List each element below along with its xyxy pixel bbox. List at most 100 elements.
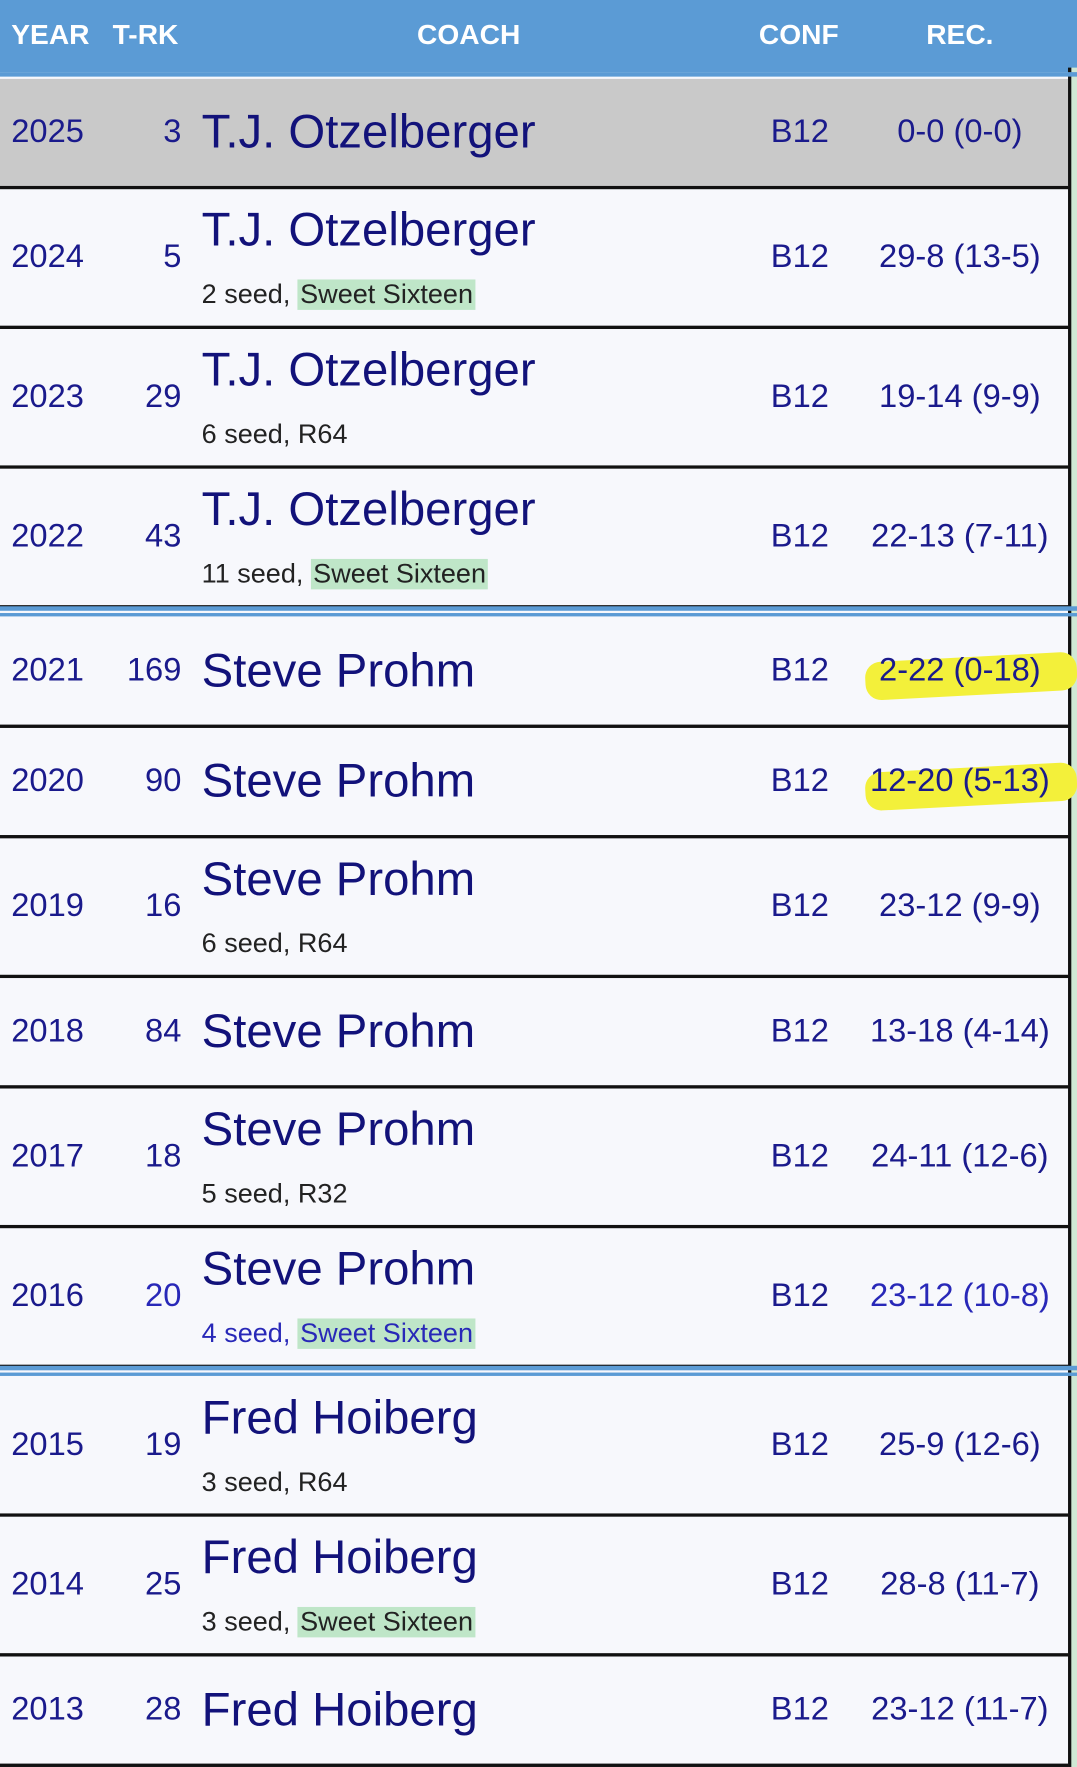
- conference: B12: [770, 518, 829, 555]
- tournament-note: 6 seed, R64: [202, 419, 348, 451]
- year: 2020: [11, 762, 84, 799]
- row-bg: [0, 329, 1069, 467]
- row-border: [0, 1085, 1069, 1089]
- era-separator: [0, 613, 1077, 617]
- rank: 18: [145, 1138, 182, 1175]
- row-bg: [0, 78, 1069, 188]
- row-bg: [0, 189, 1069, 327]
- record: 25-9 (12-6): [879, 1426, 1041, 1463]
- year: 2013: [11, 1691, 84, 1728]
- row-border: [0, 835, 1069, 839]
- year: 2019: [11, 887, 84, 925]
- tournament-note: 4 seed, Sweet Sixteen: [202, 1318, 476, 1350]
- tournament-note: 5 seed, R32: [202, 1179, 348, 1211]
- record: 28-8 (11-7): [880, 1566, 1040, 1603]
- record: 23-12 (11-7): [871, 1691, 1049, 1728]
- right-border: [1068, 67, 1072, 1767]
- row-border: [0, 1513, 1069, 1517]
- round: Sweet Sixteen: [297, 1318, 476, 1349]
- year: 2023: [11, 378, 84, 415]
- rank: 19: [145, 1426, 182, 1463]
- conference: B12: [770, 1426, 829, 1463]
- conference: B12: [770, 238, 829, 275]
- tournament-note: 2 seed, Sweet Sixteen: [202, 279, 476, 311]
- side-strip: [1071, 67, 1077, 1767]
- era-separator: [0, 1365, 1077, 1371]
- rank: 90: [145, 762, 182, 799]
- year: 2014: [11, 1566, 84, 1603]
- round: R64: [297, 1467, 348, 1498]
- coach-name: Steve Prohm: [201, 851, 476, 905]
- row-bg: [0, 1656, 1069, 1765]
- year: 2025: [11, 113, 84, 150]
- rank: 16: [145, 887, 182, 925]
- year: 2016: [11, 1277, 84, 1314]
- record: 13-18 (4-14): [869, 1013, 1050, 1050]
- column-header: YEAR: [11, 19, 90, 51]
- seed: 5 seed,: [201, 1178, 291, 1210]
- year: 2024: [11, 238, 84, 275]
- record: 2-22 (0-18): [879, 652, 1041, 689]
- row-bg: [0, 1228, 1069, 1366]
- column-header: CONF: [758, 19, 839, 51]
- row-bg: [0, 468, 1069, 607]
- column-header: T-RK: [112, 19, 179, 51]
- coach-name: T.J. Otzelberger: [201, 202, 536, 256]
- row-border: [0, 1224, 1069, 1229]
- rank: 84: [145, 1013, 182, 1050]
- year: 2021: [11, 652, 84, 689]
- tournament-note: 3 seed, R64: [202, 1467, 348, 1499]
- conference: B12: [770, 652, 829, 689]
- round: R32: [297, 1178, 348, 1210]
- row-border: [0, 325, 1069, 330]
- row-bg: [0, 1088, 1069, 1227]
- record: 24-11 (12-6): [871, 1138, 1049, 1175]
- coach-name: Steve Prohm: [201, 753, 476, 807]
- conference: B12: [770, 1013, 829, 1050]
- seed: 2 seed,: [201, 279, 291, 310]
- seed: 3 seed,: [201, 1467, 291, 1498]
- year: 2022: [11, 518, 84, 555]
- rank: 25: [145, 1566, 182, 1603]
- seed: 11 seed,: [201, 558, 304, 590]
- coach-name: T.J. Otzelberger: [201, 342, 536, 396]
- tournament-note: 11 seed, Sweet Sixteen: [201, 558, 489, 591]
- seed: 6 seed,: [201, 928, 291, 959]
- row-bg: [0, 1377, 1069, 1515]
- row-border: [0, 1653, 1069, 1657]
- round: Sweet Sixteen: [297, 1606, 476, 1638]
- record: 0-0 (0-0): [897, 113, 1023, 150]
- record: 19-14 (9-9): [879, 378, 1041, 415]
- rank: 3: [163, 113, 182, 150]
- conference: B12: [770, 1566, 829, 1603]
- round: R64: [297, 419, 348, 450]
- row-bg: [0, 1516, 1069, 1655]
- year: 2017: [11, 1138, 84, 1175]
- era-separator: [0, 606, 1077, 611]
- conference: B12: [770, 378, 829, 415]
- row-border: [0, 724, 1069, 728]
- coach-name: Steve Prohm: [201, 1102, 476, 1156]
- coach-name: Steve Prohm: [201, 1241, 476, 1295]
- era-separator: [0, 1372, 1077, 1376]
- conference: B12: [770, 1277, 829, 1314]
- column-header: COACH: [417, 19, 521, 51]
- tournament-note: 6 seed, R64: [202, 929, 348, 961]
- coach-name: Fred Hoiberg: [201, 1682, 478, 1736]
- row-border: [0, 1763, 1069, 1767]
- rank: 5: [163, 238, 182, 275]
- conference: B12: [770, 887, 829, 925]
- coach-name: T.J. Otzelberger: [201, 482, 536, 536]
- rank: 29: [145, 378, 182, 415]
- seed: 3 seed,: [201, 1606, 291, 1638]
- rank: 169: [126, 652, 182, 689]
- seed: 4 seed,: [201, 1318, 291, 1349]
- coach-name: T.J. Otzelberger: [201, 104, 536, 158]
- row-bg: [0, 978, 1069, 1087]
- row-bg: [0, 838, 1069, 976]
- record: 23-12 (9-9): [879, 887, 1041, 925]
- record: 23-12 (10-8): [869, 1277, 1050, 1314]
- seed: 6 seed,: [201, 419, 291, 450]
- row-border: [0, 974, 1069, 979]
